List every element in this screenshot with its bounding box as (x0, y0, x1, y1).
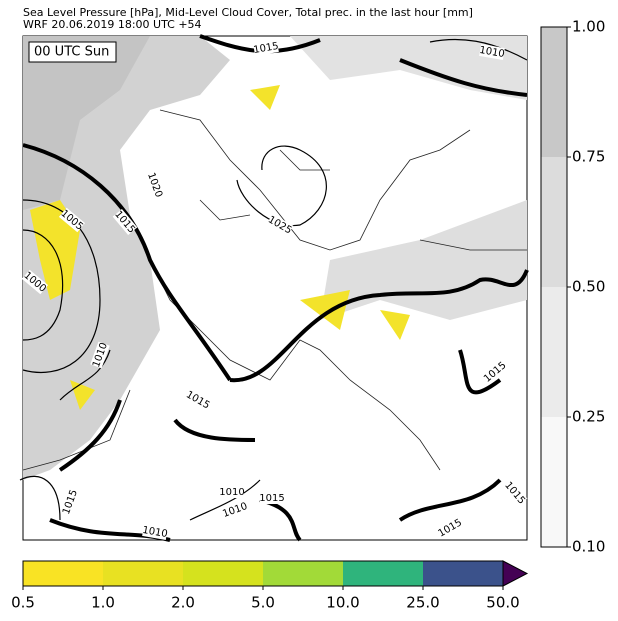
colorbar-extend (502, 560, 529, 587)
cloud-colorbar: 1.00 0.75 0.50 0.25 0.10 (540, 18, 605, 556)
isobar-label: 1015 (259, 493, 284, 504)
colorbar-segment (23, 561, 103, 586)
label-bg (502, 479, 528, 507)
label-bg (479, 44, 505, 60)
tick-label: 10.0 (326, 594, 359, 612)
tick-label: 1.00 (572, 18, 605, 36)
label-bg (260, 492, 284, 504)
colorbar-segment (423, 561, 503, 586)
colorbar-segment (263, 561, 343, 586)
label-bg (60, 488, 80, 516)
cloud-area (23, 36, 150, 210)
isobar-label: 1010 (478, 45, 505, 60)
isobar-label: 1010 (219, 487, 244, 498)
title-line: WRF 20.06.2019 18:00 UTC +54 (23, 18, 202, 31)
tick-label: 5.0 (251, 594, 275, 612)
tick-label: 2.0 (171, 594, 195, 612)
label-bg (90, 341, 110, 369)
label-bg (266, 213, 294, 237)
tick-label: 0.50 (572, 278, 605, 296)
label-bg (220, 486, 244, 498)
label-bg (253, 40, 279, 56)
tick-label: 25.0 (406, 594, 439, 612)
tick-label: 0.5 (11, 594, 35, 612)
isobar-label: 1015 (253, 41, 280, 56)
colorbar-segment (541, 27, 567, 157)
label-bg (184, 388, 212, 412)
time-label: 00 UTC Sun (34, 45, 109, 60)
label-bg (481, 359, 509, 385)
isobar-label: 1010 (141, 525, 168, 540)
cloud-area (23, 36, 230, 480)
tick-label: 0.75 (572, 148, 605, 166)
label-bg (436, 516, 464, 540)
tick-label: 0.10 (572, 538, 605, 556)
time-box (28, 41, 117, 63)
tick-label: 1.0 (91, 594, 115, 612)
colorbar-segment (103, 561, 183, 586)
cloud-area (320, 200, 527, 320)
colorbar-segment (183, 561, 263, 586)
precip-colorbar: 0.5 1.0 2.0 5.0 10.0 25.0 50.0 (11, 560, 529, 612)
label-bg (21, 269, 49, 295)
colorbar-segment (343, 561, 423, 586)
title-line: Sea Level Pressure [hPa], Mid-Level Clou… (23, 6, 473, 19)
isobar-thin (19, 38, 528, 521)
label-bg (142, 524, 168, 540)
colorbar-segment (541, 157, 567, 287)
label-bg (58, 207, 86, 233)
label-bg (112, 208, 138, 236)
label-bg (145, 171, 165, 199)
tick-label: 50.0 (486, 594, 519, 612)
colorbar-segment (541, 417, 567, 547)
colorbar-segment (541, 287, 567, 417)
tick-label: 0.25 (572, 408, 605, 426)
label-bg (221, 500, 249, 520)
